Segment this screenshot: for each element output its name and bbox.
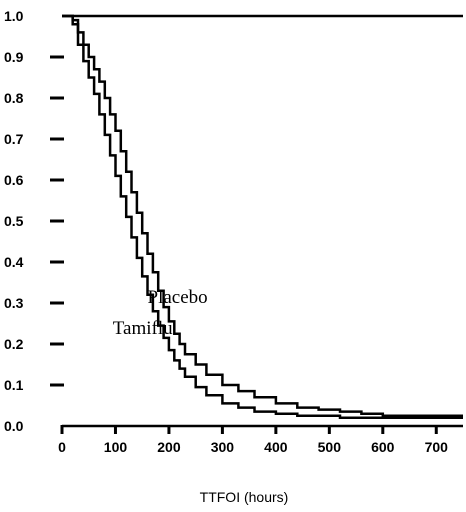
x-tick-label: 200: [157, 439, 181, 455]
series-annotations: Placebo Tamiflu: [113, 287, 208, 339]
x-tick-label: 500: [318, 439, 342, 455]
x-tick-label: 700: [425, 439, 449, 455]
x-tick-label: 100: [104, 439, 128, 455]
y-tick-label: 0.6: [4, 172, 24, 188]
y-tick-label: 1.0: [4, 8, 24, 24]
y-tick-label: 0.8: [4, 90, 24, 106]
y-tick-label: 0.0: [4, 418, 24, 434]
y-tick-label: 0.5: [4, 213, 24, 229]
x-tick-label: 400: [264, 439, 288, 455]
x-tick-label: 300: [211, 439, 235, 455]
series-label-tamiflu: Tamiflu: [113, 318, 173, 339]
axis-ticks: 0.0 0.1 0.2 0.3 0.4 0.5 0.6 0.7 0.8 0.9 1.0 0 100 200…: [4, 8, 448, 455]
series-label-placebo: Placebo: [148, 287, 208, 308]
series-lines: [62, 14, 463, 420]
x-axis-label: TTFOI (hours): [200, 489, 289, 505]
x-tick-label: 600: [371, 439, 395, 455]
y-tick-label: 0.2: [4, 336, 24, 352]
y-tick-label: 0.1: [4, 377, 24, 393]
y-tick-label: 0.4: [4, 254, 24, 270]
y-tick-label: 0.9: [4, 49, 24, 65]
axes: [62, 14, 463, 428]
series-line-placebo: [62, 14, 463, 418]
y-tick-label: 0.3: [4, 295, 24, 311]
series-line-tamiflu: [62, 14, 463, 420]
y-tick-label: 0.7: [4, 131, 24, 147]
x-tick-label: 0: [58, 439, 66, 455]
